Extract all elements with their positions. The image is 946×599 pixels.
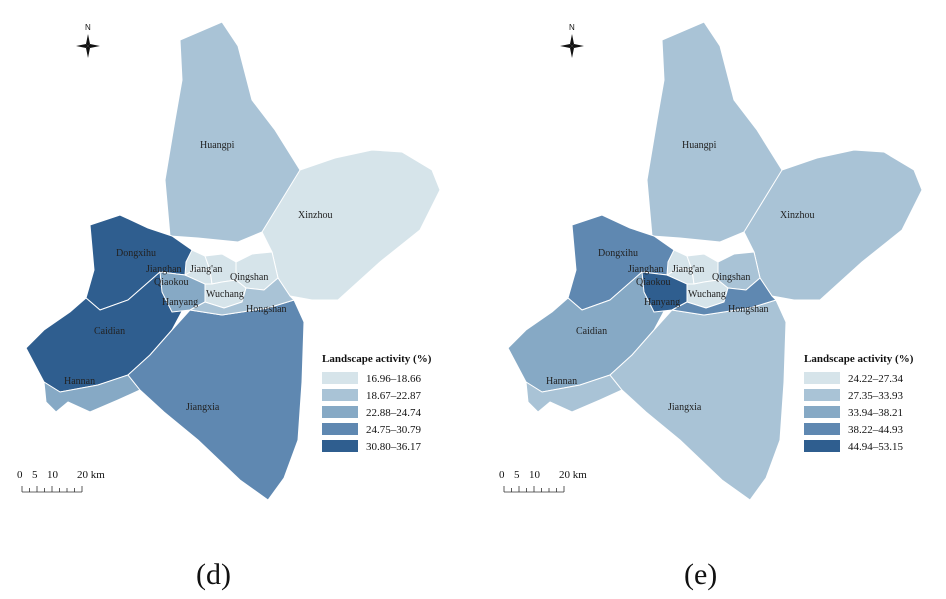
legend-label-1: 16.96–18.66 (366, 373, 422, 385)
district-hannan (43, 374, 141, 413)
label-jianghan: Jianghan (628, 264, 664, 275)
legend-swatch-4 (322, 423, 358, 435)
legend-swatch-4 (804, 423, 840, 435)
legend-label-3: 33.94–38.21 (848, 407, 903, 419)
legend-label-4: 38.22–44.93 (848, 424, 904, 436)
legend-swatch-5 (322, 440, 358, 452)
legend-label-2: 27.35–33.93 (848, 390, 904, 402)
panel-label-d: (d) (196, 558, 231, 591)
legend-swatch-5 (804, 440, 840, 452)
label-hongshan: Hongshan (728, 304, 769, 315)
label-hannan: Hannan (64, 376, 95, 387)
district-hongshan (671, 277, 777, 316)
label-hanyang: Hanyang (644, 297, 680, 308)
label-wuchang: Wuchang (688, 289, 726, 300)
legend-swatch-1 (322, 372, 358, 384)
scale-tick-0: 0 (17, 469, 23, 481)
label-jiangan: Jiang'an (672, 264, 704, 275)
label-jiangan: Jiang'an (190, 264, 222, 275)
label-qiaokou: Qiaokou (154, 277, 188, 288)
label-wuchang: Wuchang (206, 289, 244, 300)
label-qiaokou: Qiaokou (636, 277, 670, 288)
label-jiangxia: Jiangxia (186, 402, 220, 413)
label-hongshan: Hongshan (246, 304, 287, 315)
label-qingshan: Qingshan (230, 272, 268, 283)
label-xinzhou: Xinzhou (298, 210, 332, 221)
label-caidian: Caidian (94, 326, 125, 337)
label-hanyang: Hanyang (162, 297, 198, 308)
panel-label-e: (e) (684, 558, 717, 591)
district-shapes (507, 21, 923, 501)
district-shapes (25, 21, 441, 501)
legend-swatch-1 (804, 372, 840, 384)
legend-swatch-2 (322, 389, 358, 401)
scale-tick-20: 20 km (559, 469, 587, 481)
scale-tick-10: 10 (529, 469, 541, 481)
north-label: N (569, 23, 575, 32)
scale-tick-0: 0 (499, 469, 505, 481)
label-hannan: Hannan (546, 376, 577, 387)
label-dongxihu: Dongxihu (116, 248, 156, 259)
district-labels: Huangpi Xinzhou Dongxihu Jianghan Jiang'… (64, 140, 332, 413)
legend-swatch-3 (804, 406, 840, 418)
district-hongshan (189, 277, 295, 316)
district-jiangxia (127, 299, 305, 501)
label-jianghan: Jianghan (146, 264, 182, 275)
district-labels: Huangpi Xinzhou Dongxihu Jianghan Jiang'… (546, 140, 814, 413)
north-arrow-icon (570, 34, 574, 46)
label-jiangxia: Jiangxia (668, 402, 702, 413)
legend-title: Landscape activity (%) (804, 353, 914, 365)
legend-swatch-3 (322, 406, 358, 418)
map-panel-d: Huangpi Xinzhou Dongxihu Jianghan Jiang'… (17, 21, 441, 591)
north-arrow: N (76, 23, 100, 58)
label-huangpi: Huangpi (682, 140, 717, 151)
scale-bar: 0 5 10 20 km (499, 469, 587, 493)
legend-label-4: 24.75–30.79 (366, 424, 422, 436)
north-label: N (85, 23, 91, 32)
legend-label-3: 22.88–24.74 (366, 407, 422, 419)
legend-label-2: 18.67–22.87 (366, 390, 422, 402)
north-arrow: N (560, 23, 584, 58)
district-hannan (525, 374, 623, 413)
scale-tick-10: 10 (47, 469, 59, 481)
legend-label-1: 24.22–27.34 (848, 373, 904, 385)
legend-label-5: 30.80–36.17 (366, 441, 422, 453)
legend: Landscape activity (%) 24.22–27.34 27.35–… (804, 353, 914, 453)
scale-tick-5: 5 (32, 469, 38, 481)
label-huangpi: Huangpi (200, 140, 235, 151)
legend-title: Landscape activity (%) (322, 353, 432, 365)
legend-label-5: 44.94–53.15 (848, 441, 904, 453)
district-jiangxia (609, 299, 787, 501)
legend-swatch-2 (804, 389, 840, 401)
label-xinzhou: Xinzhou (780, 210, 814, 221)
scale-tick-5: 5 (514, 469, 520, 481)
label-dongxihu: Dongxihu (598, 248, 638, 259)
label-qingshan: Qingshan (712, 272, 750, 283)
label-caidian: Caidian (576, 326, 607, 337)
legend: Landscape activity (%) 16.96–18.66 18.67–… (322, 353, 432, 453)
scale-tick-20: 20 km (77, 469, 105, 481)
north-arrow-icon (86, 34, 90, 46)
scale-bar: 0 5 10 20 km (17, 469, 105, 493)
map-panel-e: Huangpi Xinzhou Dongxihu Jianghan Jiang'… (499, 21, 923, 591)
